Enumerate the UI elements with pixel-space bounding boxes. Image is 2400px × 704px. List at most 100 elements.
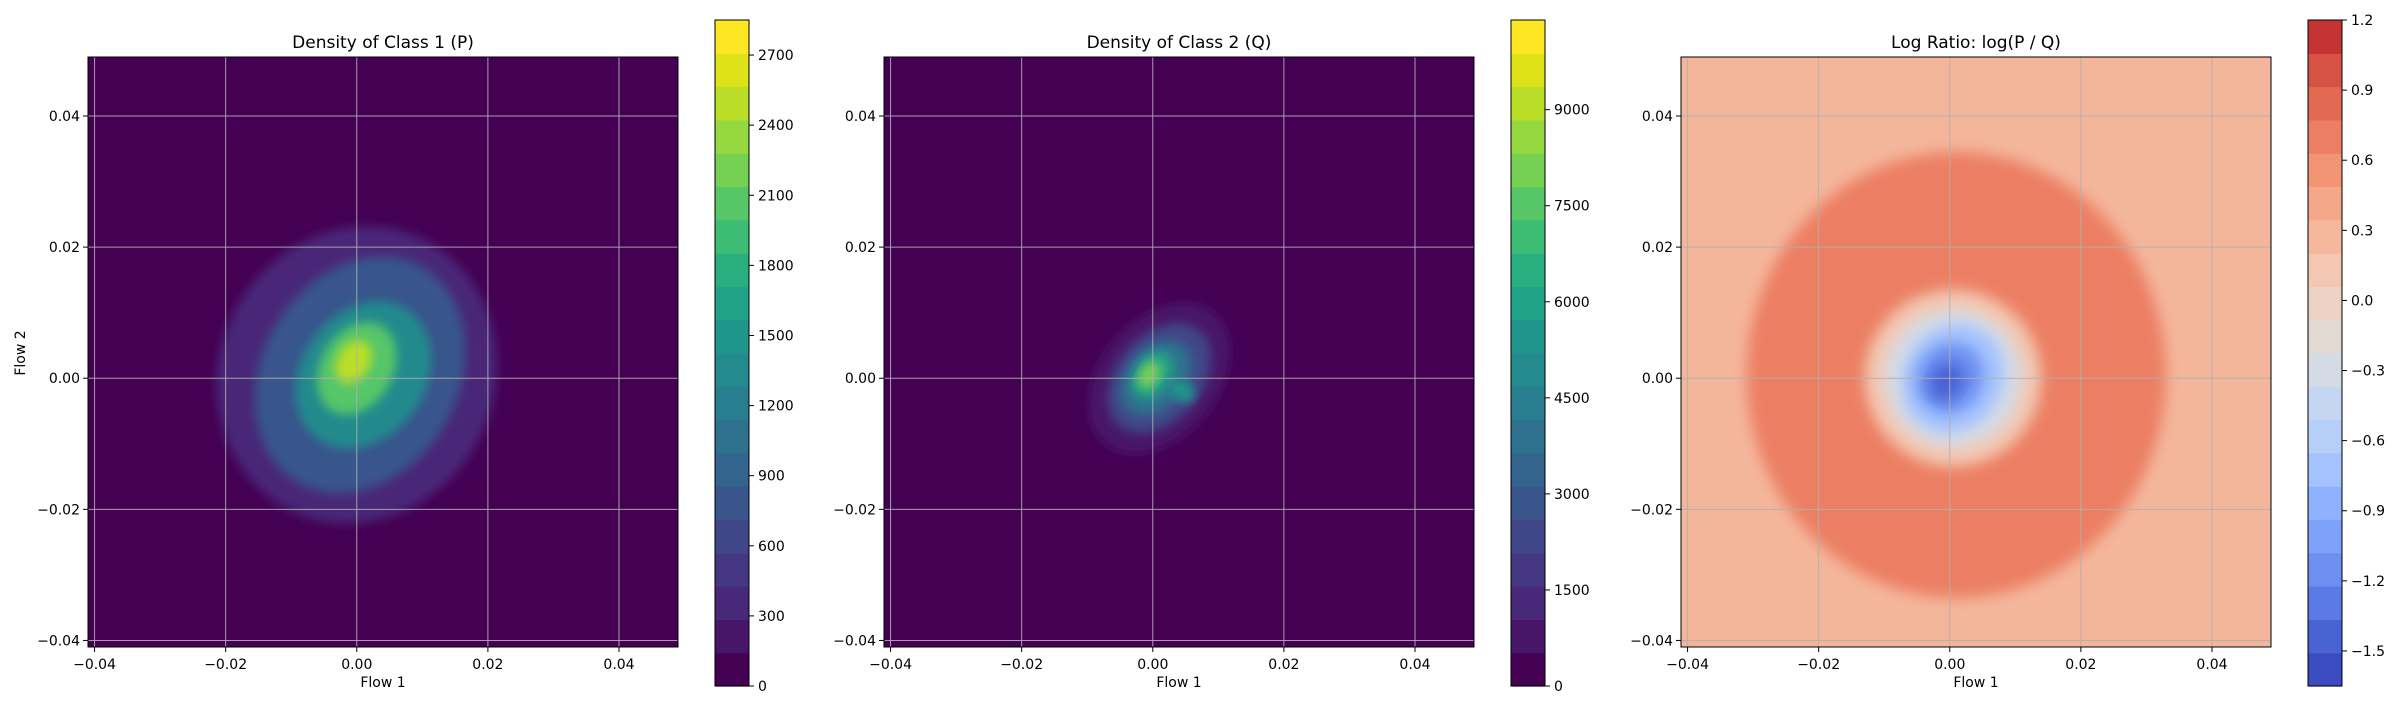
- colorbar-tick-label: 3000: [1554, 487, 1590, 503]
- x-tick-label: 0.04: [2196, 657, 2227, 673]
- colorbar-level: [1511, 519, 1545, 554]
- colorbar-level: [715, 153, 749, 188]
- x-tick-label: −0.02: [204, 657, 247, 673]
- colorbar-level: [1511, 386, 1545, 421]
- colorbar-level: [1511, 619, 1545, 654]
- colorbar-level: [2308, 219, 2342, 254]
- colorbar-tick-label: 0.6: [2351, 153, 2373, 169]
- colorbar: 0 1500 3000 4500 6000 7500 9000: [1510, 19, 1590, 695]
- colorbar-level: [715, 53, 749, 88]
- colorbar-tick-label: 0.0: [2351, 293, 2373, 309]
- y-tick-label: −0.02: [1630, 502, 1673, 518]
- x-tick-label: 0.02: [2065, 657, 2096, 673]
- colorbar-frame: [1510, 19, 1546, 687]
- colorbar-level: [1511, 353, 1545, 387]
- colorbar-tick-label: 6000: [1554, 295, 1590, 311]
- colorbar-level: [2308, 486, 2342, 521]
- colorbar-tick-label: 1200: [758, 399, 794, 415]
- y-tick-label: −0.04: [1630, 633, 1673, 649]
- colorbar-level: [715, 319, 749, 354]
- colorbar-level: [1511, 20, 1545, 54]
- x-tick-label: 0.04: [603, 657, 634, 673]
- colorbar-level: [1511, 419, 1545, 454]
- colorbar-level: [1511, 552, 1545, 587]
- colorbar-level: [1511, 53, 1545, 88]
- x-axis-title: Flow 1: [1156, 675, 1201, 691]
- x-tick-label: −0.02: [1797, 657, 1840, 673]
- colorbar-level: [715, 286, 749, 321]
- colorbar-level: [1511, 153, 1545, 188]
- colorbar-level: [715, 119, 749, 154]
- colorbar-level: [715, 452, 749, 487]
- colorbar-tick-label: 0.9: [2351, 83, 2373, 99]
- colorbar-level: [2308, 86, 2342, 121]
- colorbar-level: [2308, 519, 2342, 554]
- y-tick-label: 0.00: [49, 371, 80, 387]
- colorbar-level: [715, 552, 749, 587]
- colorbar: −1.5 −1.2 −0.9 −0.6 −0.3 0.0 0.3 0.6 0.9 1.2: [2307, 13, 2385, 687]
- colorbar-level: [1511, 652, 1545, 687]
- colorbar-level: [715, 652, 749, 687]
- colorbar-level: [1511, 219, 1545, 254]
- x-tick-label: 0.00: [1137, 657, 1168, 673]
- colorbar-tick-label: −0.3: [2351, 364, 2385, 380]
- y-tick-label: −0.04: [37, 633, 80, 649]
- colorbar-level: [2308, 20, 2342, 54]
- x-tick-label: 0.04: [1399, 657, 1430, 673]
- colorbar-level: [1511, 286, 1545, 321]
- colorbar-level: [2308, 253, 2342, 287]
- colorbar-level: [715, 586, 749, 620]
- colorbar-level: [715, 253, 749, 287]
- colorbar-level: [1511, 319, 1545, 354]
- y-tick-label: −0.02: [833, 502, 876, 518]
- colorbar-tick-label: 7500: [1554, 199, 1590, 215]
- colorbar-tick-label: 9000: [1554, 103, 1590, 119]
- density-level-4: [335, 340, 372, 384]
- grid: [88, 57, 678, 647]
- density-level-5: [1929, 362, 1964, 401]
- y-tick-label: −0.02: [37, 502, 80, 518]
- colorbar-level: [715, 486, 749, 521]
- chart-title: Density of Class 1 (P): [292, 33, 474, 53]
- grid: [884, 57, 1474, 647]
- density-level-5: [1169, 380, 1195, 403]
- colorbar-level: [2308, 353, 2342, 387]
- y-tick-label: 0.00: [1642, 371, 1673, 387]
- y-tick-label: 0.02: [49, 240, 80, 256]
- colorbar-level: [2308, 153, 2342, 188]
- colorbar-level: [2308, 586, 2342, 620]
- x-tick-label: −0.04: [1666, 657, 1709, 673]
- y-tick-label: 0.04: [49, 109, 80, 125]
- colorbar-level: [715, 186, 749, 221]
- y-tick-label: −0.04: [833, 633, 876, 649]
- colorbar-tick-label: 0: [758, 679, 767, 695]
- colorbar-tick-label: −1.5: [2351, 644, 2385, 660]
- x-tick-label: −0.04: [73, 657, 116, 673]
- density-level-4: [1138, 361, 1161, 389]
- colorbar-level: [715, 519, 749, 554]
- colorbar-tick-label: 900: [758, 469, 785, 485]
- colorbar-tick-label: −1.2: [2351, 574, 2385, 590]
- colorbar-level: [715, 86, 749, 121]
- plot-frame: [883, 56, 1475, 648]
- y-tick-label: 0.02: [845, 240, 876, 256]
- colorbar-level: [1511, 119, 1545, 154]
- colorbar-tick-label: −0.9: [2351, 504, 2385, 520]
- colorbar-level: [1511, 86, 1545, 121]
- colorbar-tick-label: 1500: [758, 328, 794, 344]
- colorbar-level: [2308, 186, 2342, 221]
- colorbar-tick-label: 2700: [758, 48, 794, 64]
- colorbar-tick-label: 300: [758, 609, 785, 625]
- colorbar-level: [2308, 319, 2342, 354]
- chart-title: Log Ratio: log(P / Q): [1891, 33, 2061, 53]
- colorbar-tick-label: 1500: [1554, 583, 1590, 599]
- colorbar-level: [2308, 652, 2342, 687]
- chart-panel-class-1-density: Density of Class 1 (P) Flow 1 Flow 2 −0.…: [13, 19, 794, 695]
- x-tick-label: 0.02: [472, 657, 503, 673]
- colorbar-tick-label: 4500: [1554, 391, 1590, 407]
- colorbar-level: [2308, 119, 2342, 154]
- colorbar-level: [2308, 419, 2342, 454]
- colorbar-level: [1511, 186, 1545, 221]
